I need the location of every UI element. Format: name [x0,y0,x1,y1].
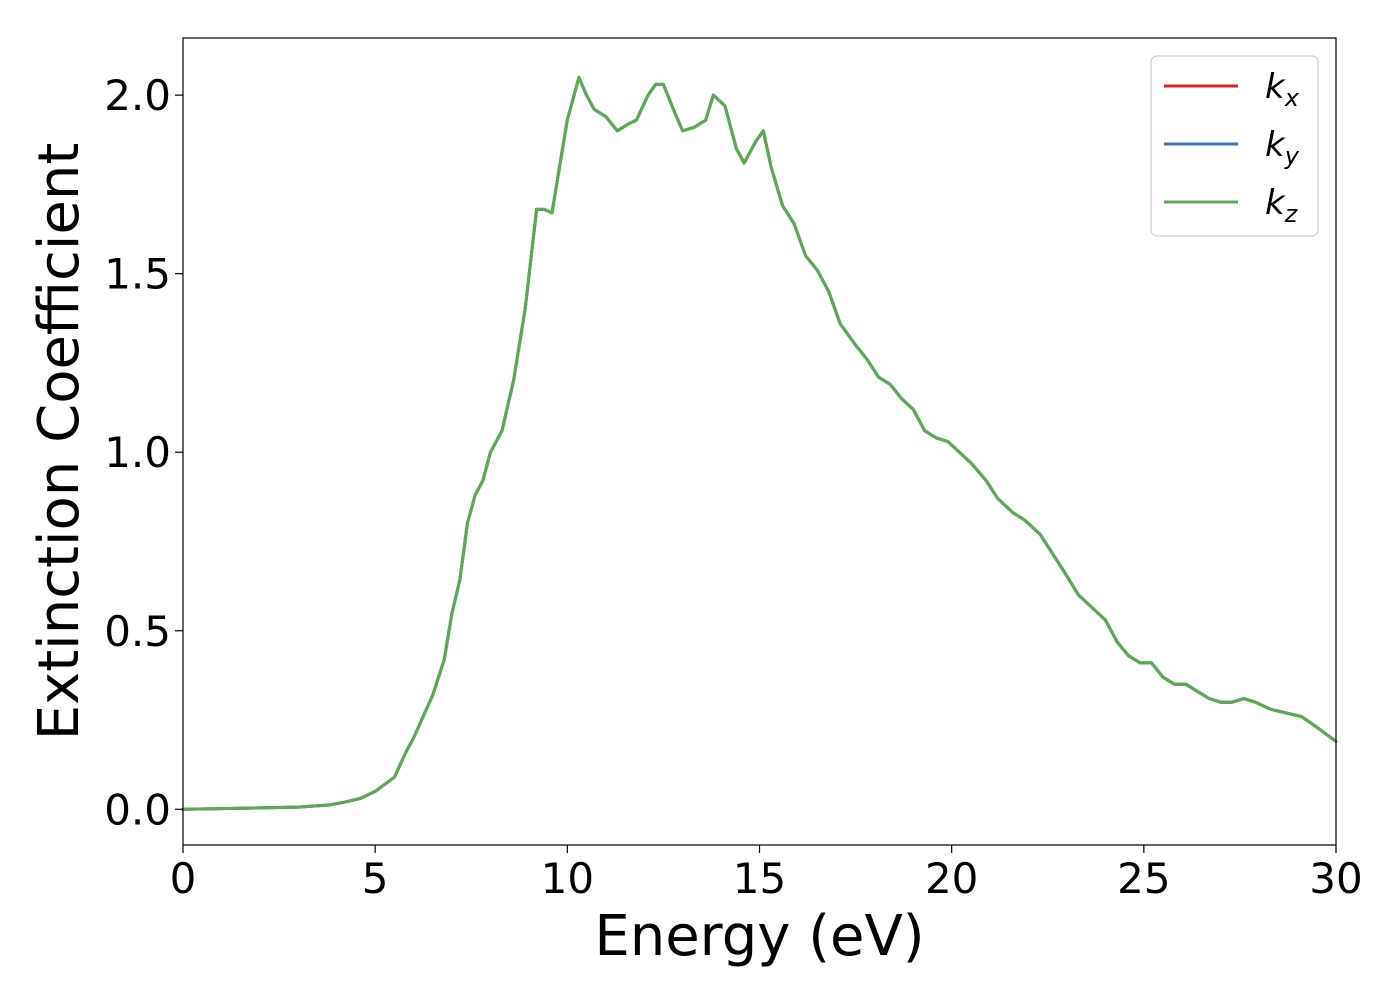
series-line-z [181,75,1338,811]
x-tick-label: 20 [925,854,978,903]
x-tick-label: 30 [1309,854,1362,903]
y-tick-label: 0.5 [104,607,171,656]
y-axis-title: Extinction Coefficient [27,143,92,741]
legend: kx ky kz [1150,55,1319,237]
y-tick-label: 2.0 [104,71,171,120]
x-axis-ticks: 0 5 10 15 20 25 30 [170,845,1363,903]
x-tick-label: 5 [362,854,389,903]
legend-label-y: ky [1265,125,1300,170]
x-axis-title: Energy (eV) [594,904,924,969]
legend-box [1150,55,1319,237]
y-axis-ticks: 0.0 0.5 1.0 1.5 2.0 [104,71,183,834]
y-tick-label: 1.5 [104,250,171,299]
x-tick-label: 0 [170,854,197,903]
x-tick-label: 25 [1117,854,1170,903]
x-tick-label: 15 [733,854,786,903]
x-tick-label: 10 [541,854,594,903]
legend-label-x: kx [1265,67,1300,112]
legend-label-z: kz [1265,183,1299,228]
y-tick-label: 0.0 [104,785,171,834]
plot-lines [181,75,1338,811]
y-tick-label: 1.0 [104,428,171,477]
